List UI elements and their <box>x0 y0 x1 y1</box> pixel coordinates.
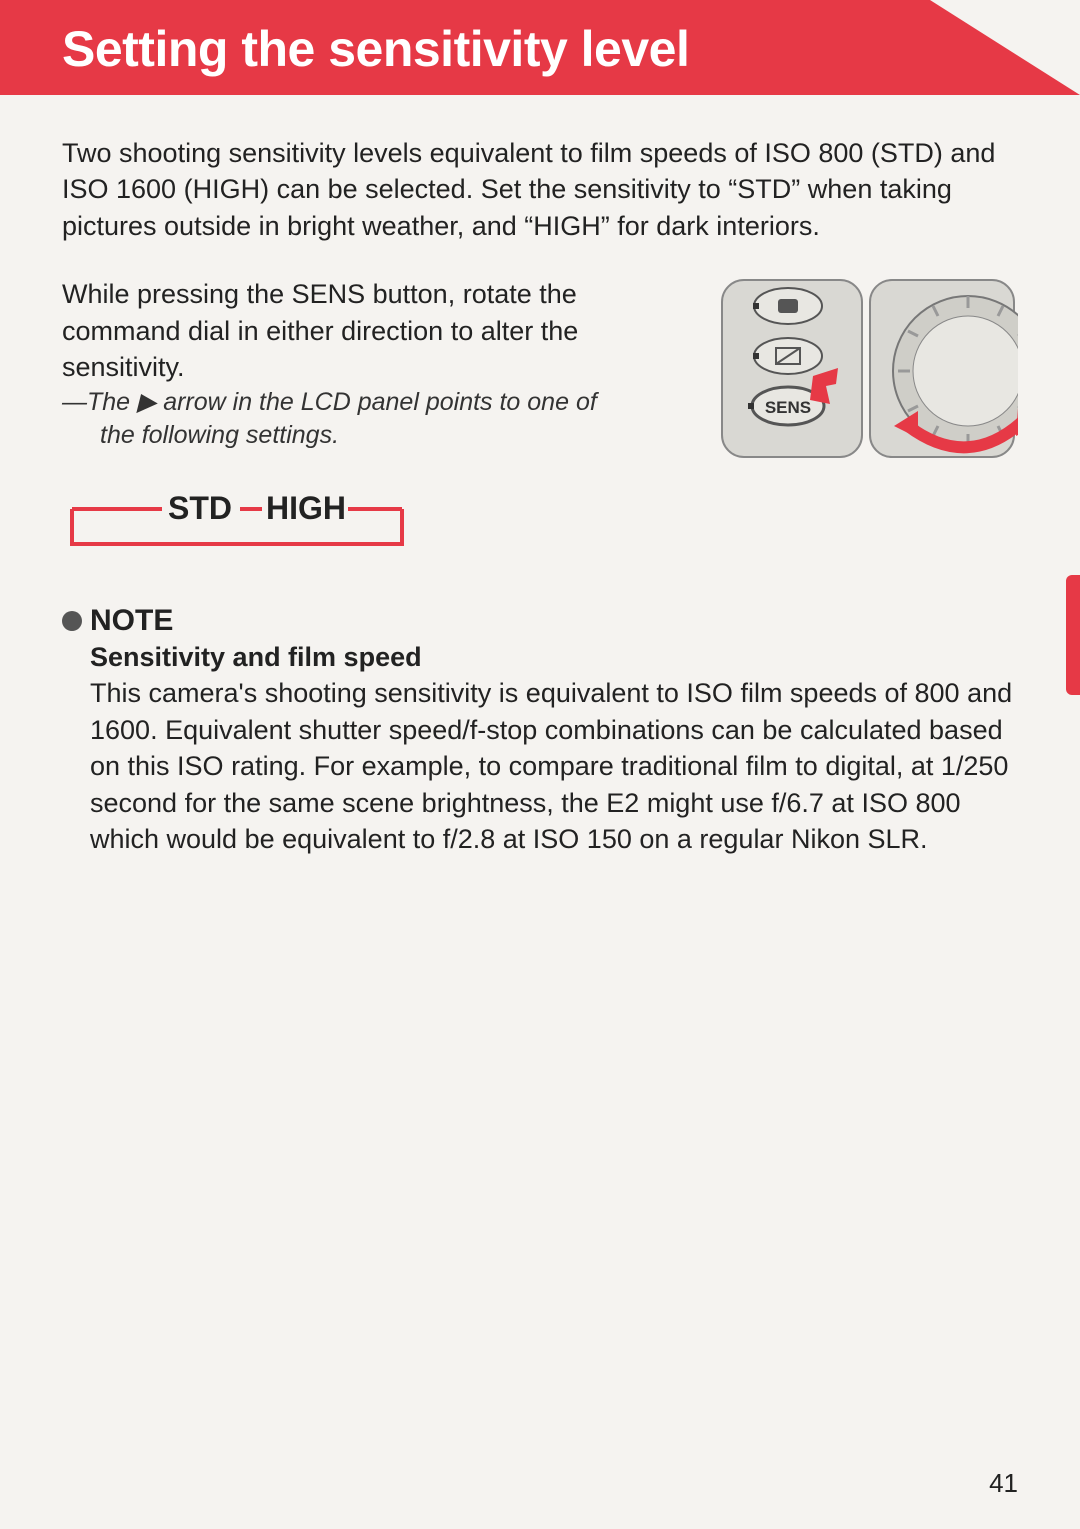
italic-line-2: the following settings. <box>62 419 698 453</box>
intro-paragraph: Two shooting sensitivity levels equivale… <box>62 135 1018 244</box>
note-block: NOTE Sensitivity and film speed This cam… <box>62 604 1018 857</box>
camera-illustration: SENS <box>718 276 1018 461</box>
note-subheading: Sensitivity and film speed <box>62 642 1018 673</box>
section-tab <box>1066 575 1080 695</box>
note-heading: NOTE <box>62 604 1018 638</box>
header-band: Setting the sensitivity level <box>0 0 1080 95</box>
note-body: This camera's shooting sensitivity is eq… <box>62 675 1018 857</box>
content-area: Two shooting sensitivity levels equivale… <box>0 95 1080 858</box>
page-number: 41 <box>989 1468 1018 1499</box>
bullet-icon <box>62 611 82 631</box>
instruction-row: While pressing the SENS button, rotate t… <box>62 276 1018 461</box>
option-std: STD <box>168 490 232 526</box>
button-1 <box>753 288 822 324</box>
instruction-paragraph: While pressing the SENS button, rotate t… <box>62 276 698 385</box>
italic-note: —The ▶ arrow in the LCD panel points to … <box>62 386 698 454</box>
sens-label: SENS <box>765 398 811 417</box>
button-2 <box>753 338 822 374</box>
option-high: HIGH <box>266 490 346 526</box>
settings-options-diagram: STD HIGH <box>62 489 412 559</box>
page-title: Setting the sensitivity level <box>0 0 1080 78</box>
italic-line-1: —The ▶ arrow in the LCD panel points to … <box>62 388 597 416</box>
instruction-text-block: While pressing the SENS button, rotate t… <box>62 276 698 453</box>
note-title: NOTE <box>90 604 173 638</box>
